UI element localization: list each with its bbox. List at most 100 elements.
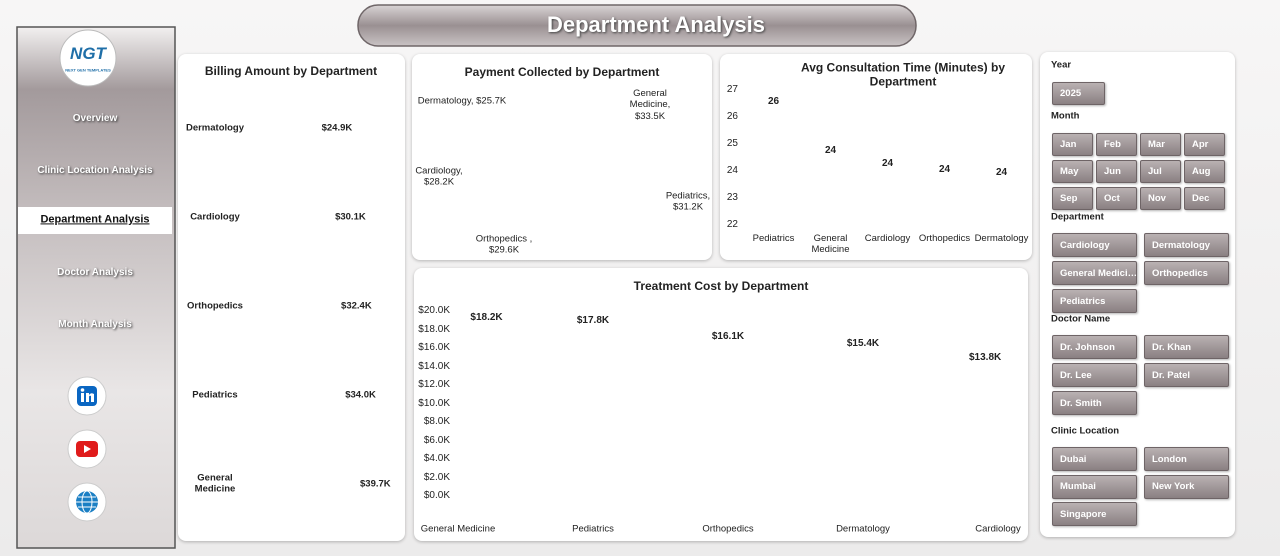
y-tick-label: $4.0K [423, 453, 450, 464]
x-tick-label: Pediatrics [572, 523, 614, 535]
y-tick-label: $0.0K [423, 490, 450, 501]
slicer-title: Year [1051, 59, 1072, 71]
logo-tagline: NEXT GEN TEMPLATES [65, 67, 111, 73]
web-icon [67, 482, 107, 522]
panel-treatment [414, 268, 1028, 541]
y-tick-label: 24 [726, 165, 738, 176]
data-label: $13.8K [968, 352, 1002, 364]
y-tick-label: 23 [726, 192, 738, 203]
data-label: $18.2K [470, 311, 503, 323]
y-tick-label: 26 [726, 111, 738, 122]
slicer-button[interactable]: 2025 [1052, 82, 1105, 105]
nav-item[interactable]: Overview [72, 113, 118, 124]
slicer-button[interactable]: Dermatology [1144, 233, 1229, 257]
y-tick-label: $20.0K [418, 305, 450, 316]
slicer-button[interactable]: Jun [1096, 160, 1137, 183]
data-label: Orthopedics , $29.6K [475, 233, 533, 256]
x-tick-label: General Medicine [420, 523, 496, 535]
nav-item[interactable]: Month Analysis [58, 319, 132, 330]
data-label: Dermatology, $25.7K [417, 95, 507, 107]
slicer-button[interactable]: Aug [1184, 160, 1225, 183]
data-label: Cardiology, $28.2K [415, 165, 463, 188]
slicer-title: Department [1051, 211, 1104, 223]
data-label: $17.8K [576, 315, 610, 327]
nav-item[interactable]: Clinic Location Analysis [37, 165, 153, 176]
data-label: $16.1K [711, 331, 745, 343]
slicer-button[interactable]: Dr. Smith [1052, 391, 1137, 415]
y-tick-label: General Medicine [194, 472, 236, 495]
slicer-button[interactable]: May [1052, 160, 1093, 183]
slicer-button[interactable]: General Medici… [1052, 261, 1137, 285]
y-tick-label: $18.0K [418, 323, 450, 335]
chart-title: Avg Consultation Time (Minutes) by Depar… [800, 60, 1005, 89]
slicer-button[interactable]: Dr. Johnson [1052, 335, 1137, 359]
sidebar [16, 26, 176, 549]
data-label: 24 [881, 158, 894, 170]
y-tick-label: $14.0K [418, 360, 450, 372]
slicer-button[interactable]: Nov [1140, 187, 1181, 210]
linkedin-icon [67, 376, 107, 416]
x-tick-label: Cardiology [975, 523, 1021, 535]
slicer-button[interactable]: Orthopedics [1144, 261, 1229, 285]
y-tick-label: 22 [726, 219, 738, 230]
slicer-button[interactable]: Dr. Lee [1052, 363, 1137, 387]
x-tick-label: Dermatology [836, 523, 890, 535]
x-tick-label: General Medicine [811, 233, 850, 256]
data-label: 24 [824, 144, 837, 156]
slicer-button[interactable]: Dec [1184, 187, 1225, 210]
data-label: 26 [767, 96, 780, 108]
slicer-button[interactable]: Pediatrics [1052, 289, 1137, 313]
y-tick-label: 25 [726, 138, 738, 149]
slicer-button[interactable]: Cardiology [1052, 233, 1137, 257]
y-tick-label: Dermatology [185, 122, 245, 134]
logo-text: NGT [70, 43, 106, 63]
youtube-icon [67, 429, 107, 469]
slicer-button[interactable]: Singapore [1052, 502, 1137, 526]
y-tick-label: $8.0K [423, 416, 450, 427]
data-label: $32.4K [341, 300, 372, 312]
data-label: $39.7K [360, 477, 391, 489]
y-tick-label: $12.0K [418, 379, 450, 390]
panel-consultation [720, 54, 1032, 260]
chart-title: Treatment Cost by Department [633, 278, 809, 293]
slicer-button[interactable]: Dr. Khan [1144, 335, 1229, 359]
slicer-button[interactable]: Apr [1184, 133, 1225, 156]
slicer-button[interactable]: New York [1144, 474, 1229, 499]
slicer-title: Doctor Name [1051, 313, 1111, 325]
slicer-button[interactable]: Jan [1052, 133, 1093, 156]
title-pill [357, 4, 917, 47]
data-label: General Medicine, $33.5K [629, 87, 671, 122]
y-tick-label: Cardiology [190, 211, 240, 223]
y-tick-label: Orthopedics [187, 300, 243, 312]
page-title: Department Analysis [546, 11, 766, 37]
chart-title: Billing Amount by Department [204, 63, 378, 78]
data-label: Pediatrics, $31.2K [665, 190, 711, 213]
slicer-button[interactable]: Sep [1052, 187, 1093, 210]
data-label: $24.9K [321, 122, 353, 134]
slicer-title: Clinic Location [1051, 425, 1120, 437]
data-label: $15.4K [846, 337, 880, 349]
y-tick-label: Pediatrics [192, 389, 238, 401]
nav-item[interactable]: Doctor Analysis [57, 267, 133, 278]
x-tick-label: Orthopedics [702, 523, 754, 535]
slicer-button[interactable]: Feb [1096, 133, 1137, 156]
y-tick-label: $10.0K [418, 397, 450, 409]
data-label: $30.1K [335, 211, 366, 223]
x-tick-label: Cardiology [864, 233, 911, 244]
y-tick-label: $16.0K [418, 342, 450, 353]
data-label: 24 [938, 163, 951, 175]
slicer-button[interactable]: Jul [1140, 160, 1181, 183]
nav-item-active[interactable]: Department Analysis [40, 213, 150, 226]
chart-title: Payment Collected by Department [464, 64, 660, 79]
panel-payment [412, 54, 712, 260]
slicer-button[interactable]: Mumbai [1052, 474, 1137, 499]
slicer-button[interactable]: Dr. Patel [1144, 363, 1229, 387]
slicer-button[interactable]: Mar [1140, 133, 1181, 156]
slicer-button[interactable]: London [1144, 447, 1229, 471]
x-tick-label: Pediatrics [752, 233, 795, 244]
slicer-button[interactable]: Dubai [1052, 447, 1137, 471]
nav-active-box [18, 207, 172, 234]
slicer-button[interactable]: Oct [1096, 187, 1137, 210]
y-tick-label: $2.0K [423, 471, 450, 483]
